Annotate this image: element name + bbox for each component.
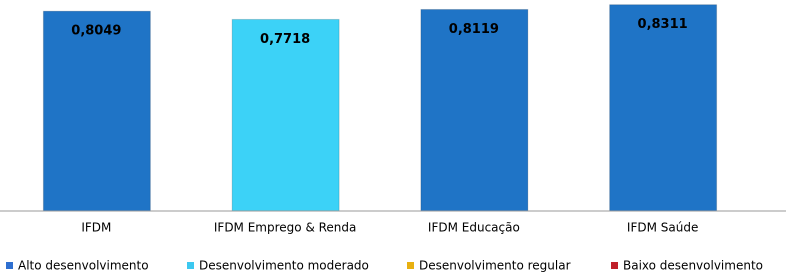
value-label: 0,7718 [260,32,310,47]
value-label: 0,8049 [71,24,121,39]
legend-label: Alto desenvolvimento [18,259,149,273]
x-tick-label: IFDM Emprego & Renda [214,221,357,235]
value-label: 0,8311 [638,17,688,32]
x-tick-label: IFDM Saúde [627,221,698,235]
legend-swatch [407,262,414,269]
bar [42,10,151,212]
legend-swatch [611,262,618,269]
bar [609,4,718,212]
x-tick-label: IFDM [81,221,111,235]
value-label: 0,8119 [449,22,499,37]
legend-label: Desenvolvimento regular [419,259,571,273]
legend-label: Desenvolvimento moderado [199,259,369,273]
bar [231,18,340,212]
x-tick-label: IFDM Educação [428,221,520,235]
legend-swatch [187,262,194,269]
legend-swatch [6,262,13,269]
bar [420,8,529,212]
legend-label: Baixo desenvolvimento [623,259,763,273]
